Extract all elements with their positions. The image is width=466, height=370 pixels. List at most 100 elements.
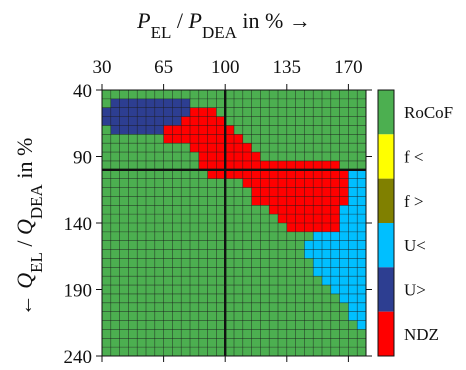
heatmap-cell <box>137 187 147 197</box>
heatmap-cell <box>137 134 147 144</box>
heatmap-cell <box>137 338 147 348</box>
heatmap-cell <box>348 231 358 242</box>
heatmap-cell <box>339 223 349 233</box>
heatmap-cell <box>207 240 217 250</box>
heatmap-cell <box>207 152 217 162</box>
heatmap-cell <box>260 196 270 206</box>
heatmap-cell <box>234 329 244 339</box>
heatmap-cell <box>172 116 182 126</box>
heatmap-cell <box>304 116 314 126</box>
heatmap-cell <box>304 293 314 304</box>
legend-swatch <box>378 267 394 312</box>
heatmap-cell <box>163 267 173 277</box>
heatmap-cell <box>198 116 208 126</box>
heatmap-cell <box>216 258 226 268</box>
heatmap-cell <box>102 223 112 233</box>
heatmap-cell <box>295 214 305 224</box>
heatmap-cell <box>234 214 244 224</box>
heatmap-cell <box>348 338 358 348</box>
heatmap-cell <box>242 187 252 197</box>
heatmap-cell <box>322 134 332 144</box>
heatmap-cell <box>286 143 296 153</box>
heatmap-cell <box>216 240 226 250</box>
heatmap-cell <box>322 116 332 126</box>
heatmap-cell <box>286 311 296 321</box>
heatmap-cell <box>269 125 279 135</box>
heatmap-cell <box>110 267 120 277</box>
heatmap-cell <box>251 347 261 357</box>
heatmap-cell <box>278 152 288 162</box>
heatmap-cell <box>357 107 367 117</box>
heatmap-cell <box>119 178 129 188</box>
heatmap-cell <box>198 125 208 135</box>
heatmap-cell <box>225 338 235 348</box>
heatmap-cell <box>128 320 138 330</box>
heatmap-cell <box>357 338 367 348</box>
heatmap-cell <box>110 311 120 321</box>
heatmap-cell <box>304 249 314 259</box>
heatmap-cell <box>313 231 323 242</box>
heatmap-cell <box>137 169 147 179</box>
heatmap-cell <box>128 267 138 277</box>
heatmap-cell <box>181 116 191 126</box>
heatmap-cell <box>119 152 129 162</box>
heatmap-cell <box>357 169 367 179</box>
heatmap-cell <box>330 205 340 215</box>
heatmap-cell <box>357 134 367 144</box>
heatmap-cell <box>190 329 200 339</box>
heatmap-cell <box>172 143 182 153</box>
heatmap-cell <box>313 249 323 259</box>
heatmap-cell <box>225 107 235 117</box>
heatmap-cell <box>269 169 279 179</box>
heatmap-cell <box>198 214 208 224</box>
heatmap-cell <box>348 311 358 321</box>
heatmap-cell <box>330 276 340 286</box>
heatmap-cell <box>348 178 358 188</box>
heatmap-cell <box>225 98 235 109</box>
heatmap-cell <box>304 187 314 197</box>
heatmap-cell <box>102 249 112 259</box>
heatmap-cell <box>119 320 129 330</box>
heatmap-cell <box>269 231 279 242</box>
heatmap-cell <box>190 116 200 126</box>
heatmap-cell <box>286 90 296 100</box>
heatmap-cell <box>251 293 261 304</box>
heatmap-cell <box>339 187 349 197</box>
heatmap-cell <box>251 320 261 330</box>
heatmap-cell <box>119 196 129 206</box>
heatmap-cell <box>295 223 305 233</box>
heatmap-cell <box>110 107 120 117</box>
heatmap-cell <box>216 302 226 312</box>
heatmap-cell <box>225 116 235 126</box>
heatmap-cell <box>304 329 314 339</box>
axis-title-part: / <box>12 235 37 252</box>
heatmap-cell <box>348 302 358 312</box>
heatmap-cell <box>313 125 323 135</box>
heatmap-cell <box>190 267 200 277</box>
heatmap-cell <box>110 293 120 304</box>
heatmap-cell <box>190 285 200 295</box>
heatmap-cell <box>251 223 261 233</box>
heatmap-cell <box>348 276 358 286</box>
heatmap-cell <box>198 178 208 188</box>
y-tick-label: 190 <box>64 281 93 302</box>
heatmap-cell <box>304 178 314 188</box>
heatmap-cell <box>146 116 156 126</box>
heatmap-cell <box>322 276 332 286</box>
heatmap-cell <box>190 214 200 224</box>
heatmap-cell <box>269 107 279 117</box>
heatmap-cell <box>110 249 120 259</box>
heatmap-cell <box>234 285 244 295</box>
heatmap-cell <box>304 258 314 268</box>
heatmap-cell <box>313 90 323 100</box>
heatmap-cell <box>295 329 305 339</box>
heatmap-cell <box>242 196 252 206</box>
heatmap-cell <box>198 169 208 179</box>
heatmap-cell <box>295 143 305 153</box>
heatmap-cell <box>163 285 173 295</box>
heatmap-cell <box>330 187 340 197</box>
x-tick-label: 30 <box>93 57 112 78</box>
heatmap-cell <box>295 285 305 295</box>
heatmap-cell <box>269 214 279 224</box>
x-tick-label: 100 <box>211 57 240 78</box>
